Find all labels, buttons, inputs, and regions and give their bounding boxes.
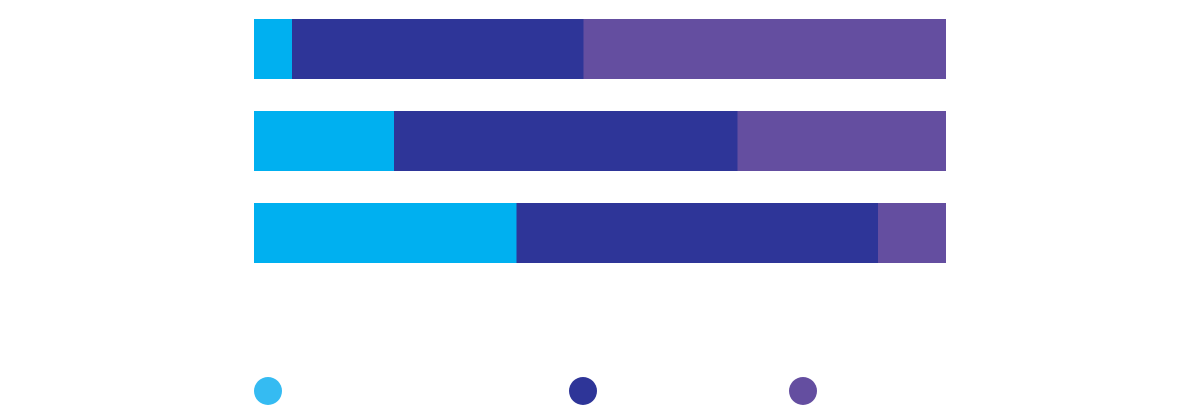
legend-marker-series1 bbox=[254, 377, 282, 405]
bars-group bbox=[254, 19, 946, 263]
bar-segment-row3-series1 bbox=[254, 203, 517, 263]
bar-segment-row3-series3 bbox=[878, 203, 946, 263]
legend bbox=[254, 377, 817, 405]
bar-segment-row3-series2 bbox=[516, 203, 879, 263]
bar-segment-row1-series2 bbox=[292, 19, 584, 79]
bar-segment-row1-series3 bbox=[583, 19, 946, 79]
bar-segment-row2-series3 bbox=[737, 111, 946, 171]
bar-segment-row2-series1 bbox=[254, 111, 394, 171]
legend-marker-series2 bbox=[569, 377, 597, 405]
bar-segment-row1-series1 bbox=[254, 19, 293, 79]
bar-segment-row2-series2 bbox=[393, 111, 738, 171]
legend-marker-series3 bbox=[789, 377, 817, 405]
